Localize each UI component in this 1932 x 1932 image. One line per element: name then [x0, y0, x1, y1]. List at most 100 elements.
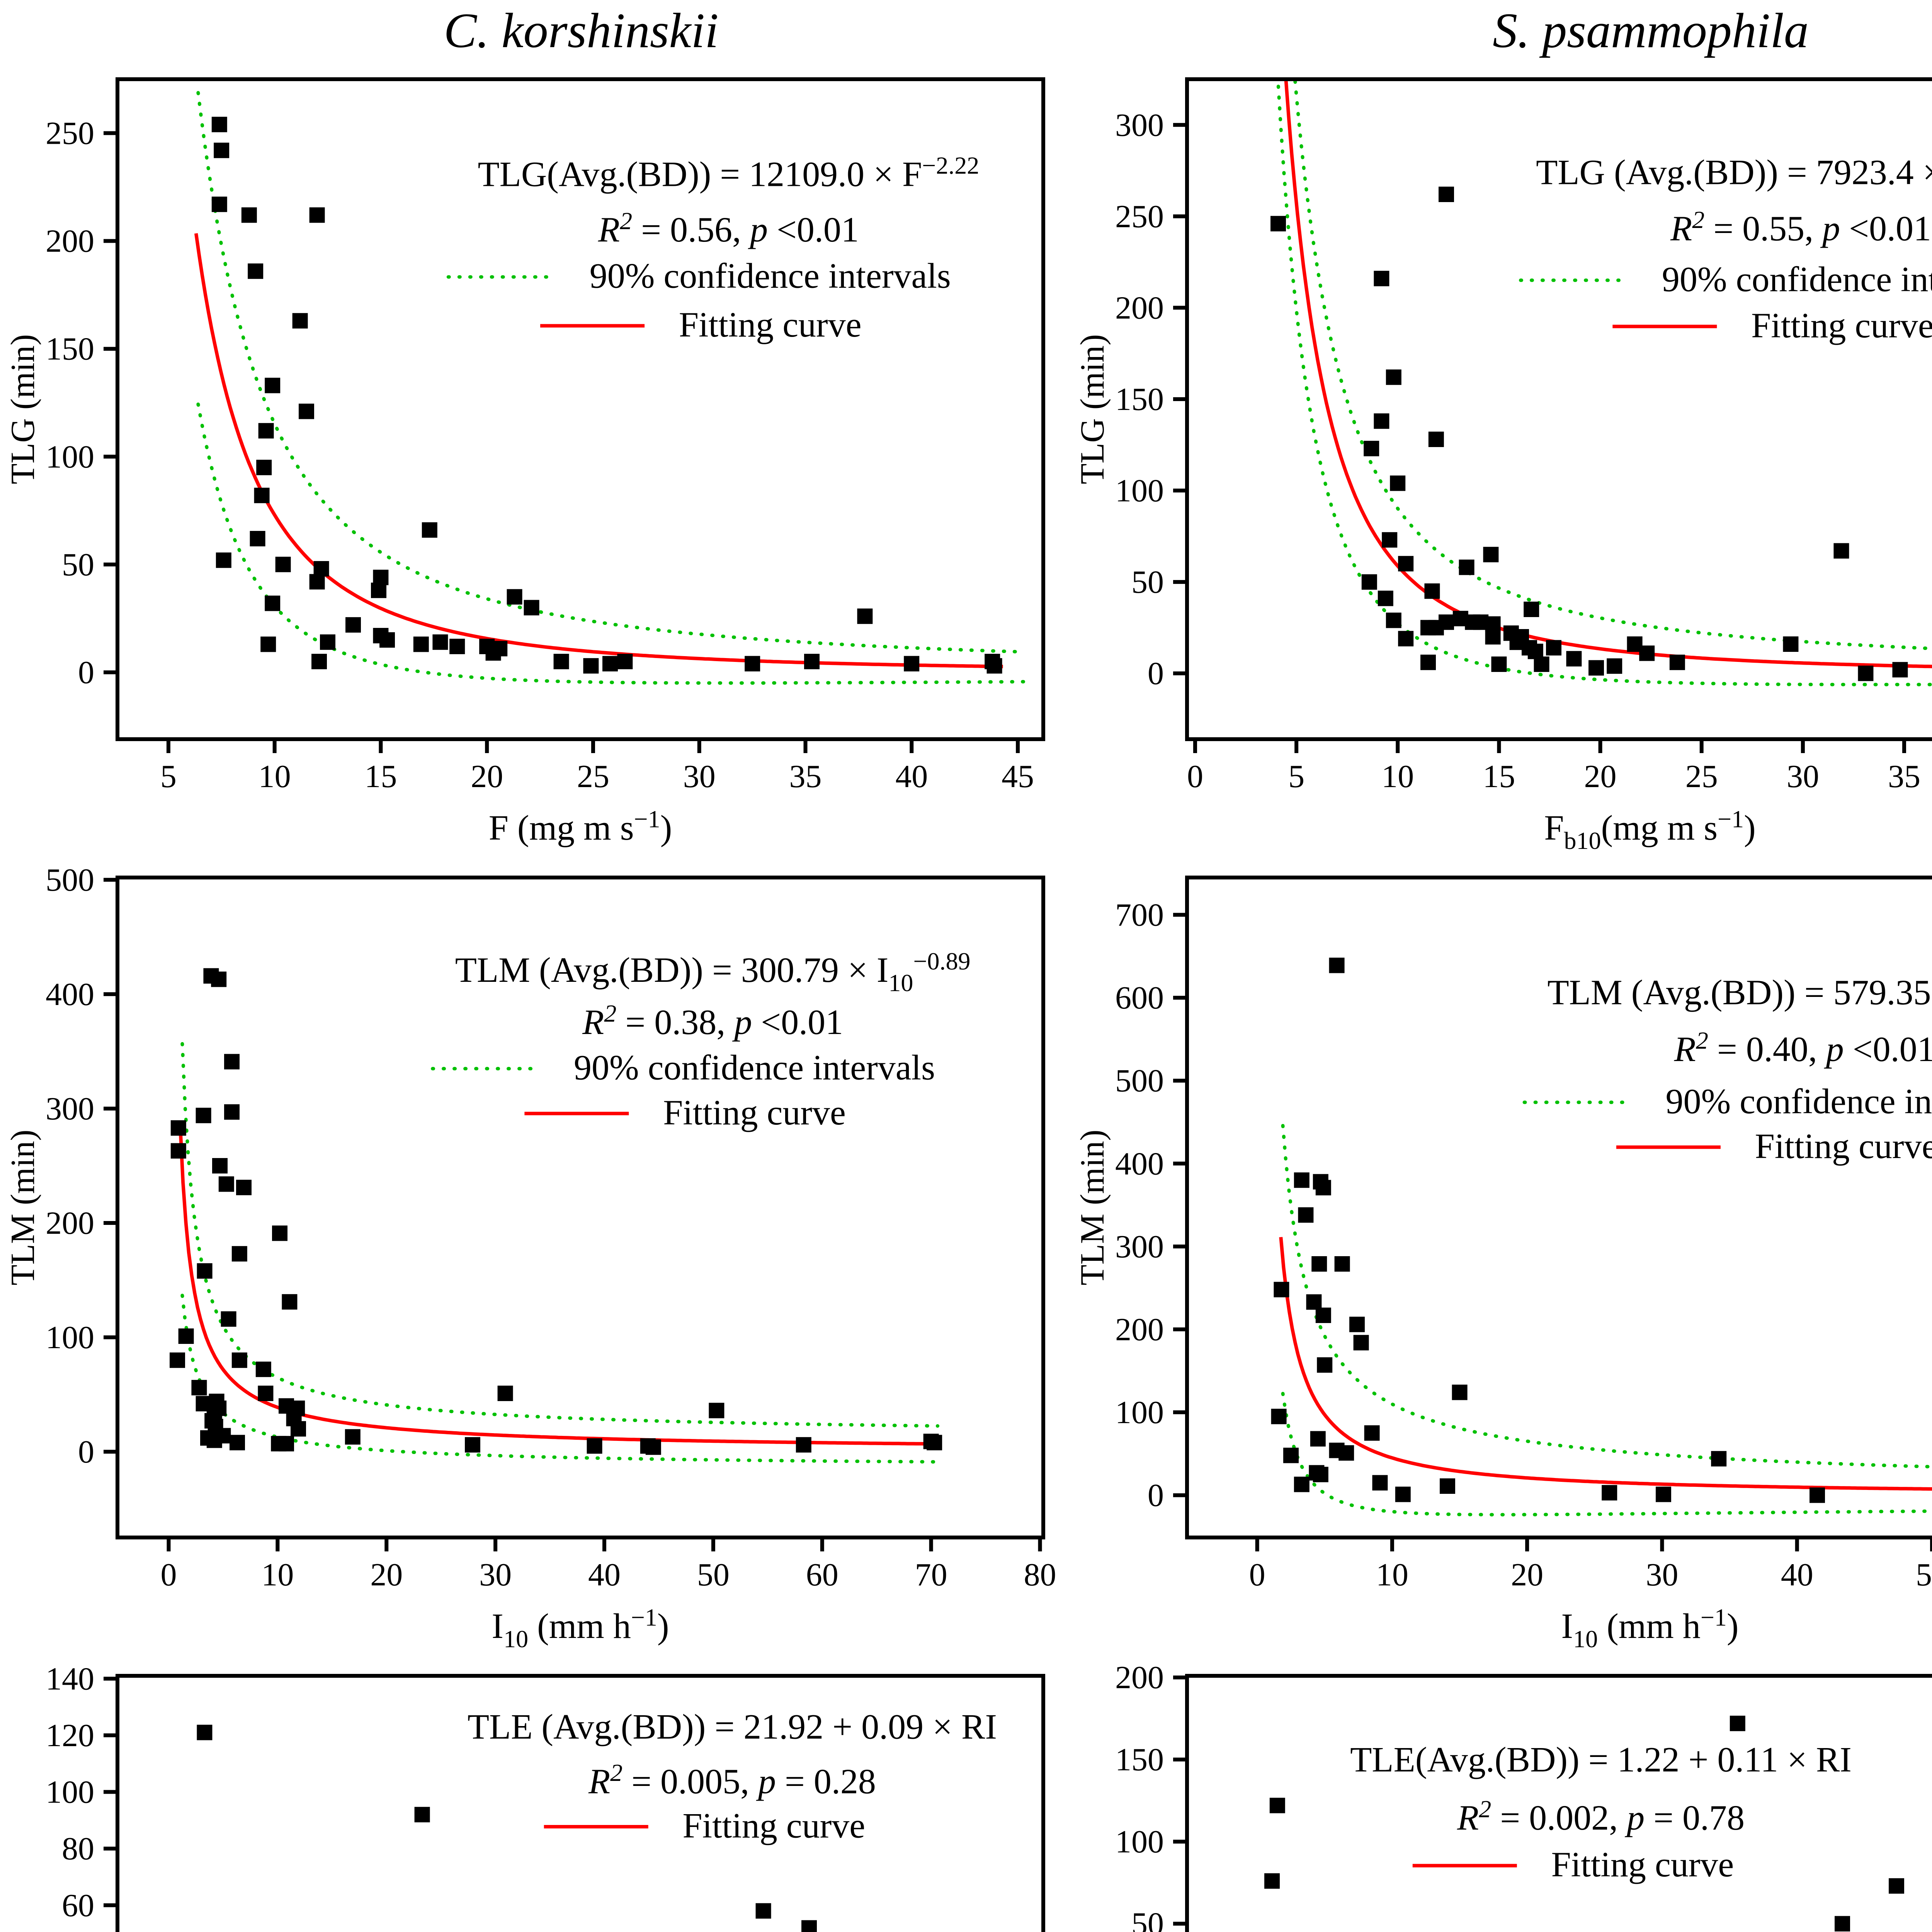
data-point	[1439, 187, 1454, 202]
y-tick-label: 0	[1148, 656, 1164, 692]
data-point	[1566, 651, 1582, 667]
x-tick-label: 80	[1024, 1557, 1056, 1593]
y-tick-label: 0	[78, 655, 94, 690]
data-point	[1858, 665, 1874, 681]
x-tick-label: 30	[479, 1557, 512, 1593]
equation-text: TLE(Avg.(BD)) = 1.22 + 0.11 × RI	[1350, 1740, 1852, 1779]
y-tick-label: 300	[46, 1091, 94, 1127]
y-tick-label: 80	[62, 1831, 94, 1867]
data-point	[1283, 1447, 1299, 1463]
data-point	[1588, 660, 1604, 676]
y-tick-label: 100	[46, 1320, 94, 1355]
data-point	[211, 971, 227, 987]
stats-text: R2 = 0.56, p <0.01	[598, 207, 859, 249]
data-point	[197, 1725, 213, 1740]
data-point	[1361, 574, 1377, 590]
data-point	[215, 1428, 231, 1444]
data-point	[218, 1176, 234, 1192]
data-point	[224, 1104, 240, 1120]
figure-title-left: C. korshinskii	[444, 3, 719, 58]
x-axis-label: Fb10(mg m s−1)	[1544, 805, 1755, 854]
data-point	[1374, 413, 1389, 429]
panel-tlm-vs-i10-korshinskii: 0 10 20 30 40 50 60 70 80 0 100 200 300 400 500 I10 (mm…	[0, 861, 1070, 1659]
data-point	[291, 1421, 306, 1437]
plot-box	[1185, 1674, 1932, 1932]
data-point	[373, 570, 389, 585]
y-axis-label: TLG (min)	[4, 334, 42, 485]
y-tick-label: 200	[1115, 1311, 1164, 1347]
data-point	[1889, 1878, 1904, 1894]
y-tick-label: 250	[46, 116, 94, 151]
x-tick-label: 5	[160, 759, 177, 794]
plot-box	[116, 876, 1045, 1539]
x-tick-label: 30	[1646, 1557, 1678, 1593]
data-point	[1382, 532, 1398, 548]
x-tick-label: 60	[806, 1557, 838, 1593]
data-point	[602, 656, 618, 672]
y-tick-label: 100	[1115, 1395, 1164, 1430]
x-tick-label: 25	[577, 759, 609, 794]
legend-label: 90% confidence intervals	[1665, 1082, 1932, 1121]
data-point	[1294, 1172, 1310, 1188]
x-axis-label: F (mg m s−1)	[489, 805, 672, 847]
chart-korshinskii-tle-ri: 020406080100120140160180−80−60−40−200204…	[46, 1661, 1045, 1932]
data-point	[1395, 1486, 1411, 1502]
data-point	[1378, 590, 1393, 606]
data-point	[1892, 662, 1908, 678]
x-tick-label: 35	[1888, 759, 1920, 794]
equation-text: TLE (Avg.(BD)) = 21.92 + 0.09 × RI	[468, 1707, 997, 1746]
data-point	[275, 556, 291, 572]
data-point	[709, 1403, 724, 1418]
legend-label: 90% confidence intervals	[590, 256, 951, 296]
data-point	[1270, 216, 1286, 231]
x-tick-label: 0	[1187, 759, 1203, 794]
data-point	[1315, 1180, 1331, 1196]
confidence-interval-curve	[1281, 1392, 1932, 1517]
data-point	[1386, 612, 1401, 628]
data-point	[211, 196, 227, 212]
equation-text: TLG(Avg.(BD)) = 12109.0 × F−2.22	[478, 152, 979, 194]
fitting-curve	[178, 1122, 937, 1446]
y-tick-label: 300	[1115, 107, 1164, 143]
confidence-interval-curve	[1281, 1124, 1932, 1469]
data-point	[299, 403, 314, 419]
data-point	[1329, 957, 1345, 973]
x-tick-label: 40	[588, 1557, 621, 1593]
data-point	[904, 656, 920, 672]
data-point	[292, 313, 308, 329]
x-tick-label: 0	[1249, 1557, 1265, 1593]
chart-korshinskii-tlg-f: 5 10 15 20 25 30 35 40 45 0 50 100 150 200 250 F (mg m …	[4, 77, 1045, 847]
legend-label: Fitting curve	[663, 1093, 846, 1132]
data-point	[211, 117, 227, 133]
data-point	[927, 1435, 942, 1451]
equation-text: TLG (Avg.(BD)) = 7923.4 × Fb10−2.13	[1536, 150, 1932, 199]
data-point	[755, 1903, 771, 1919]
data-point	[170, 1120, 186, 1136]
data-point	[1452, 1384, 1468, 1400]
data-point	[255, 1361, 271, 1377]
data-point	[1524, 602, 1539, 617]
data-point	[1420, 655, 1436, 670]
data-point	[345, 1429, 361, 1445]
y-tick-label: 100	[1115, 473, 1164, 509]
x-tick-label: 30	[1787, 759, 1819, 794]
panel-tlm-vs-i10-psammophila: 01020304050600100200300400500600700I10 (…	[1070, 861, 1932, 1659]
data-point	[216, 552, 231, 568]
data-point	[236, 1180, 252, 1196]
data-point	[250, 531, 265, 546]
chart-psammophila-tle-ri: 020406080100120140160180−200−150−100−500…	[1115, 1660, 1932, 1932]
data-point	[309, 574, 325, 590]
data-point	[1317, 1357, 1333, 1373]
y-axis-label: TLG (min)	[1074, 334, 1111, 485]
data-point	[1386, 369, 1401, 385]
data-point	[1309, 1465, 1325, 1481]
data-point	[313, 561, 329, 577]
x-tick-label: 30	[683, 759, 716, 794]
data-point	[1364, 440, 1379, 456]
y-tick-label: 150	[46, 331, 94, 367]
y-tick-label: 140	[46, 1661, 94, 1697]
data-point	[272, 1225, 287, 1241]
legend-label: 90% confidence intervals	[574, 1048, 935, 1087]
confidence-interval-curve	[180, 1042, 940, 1428]
y-tick-label: 50	[1131, 564, 1164, 600]
